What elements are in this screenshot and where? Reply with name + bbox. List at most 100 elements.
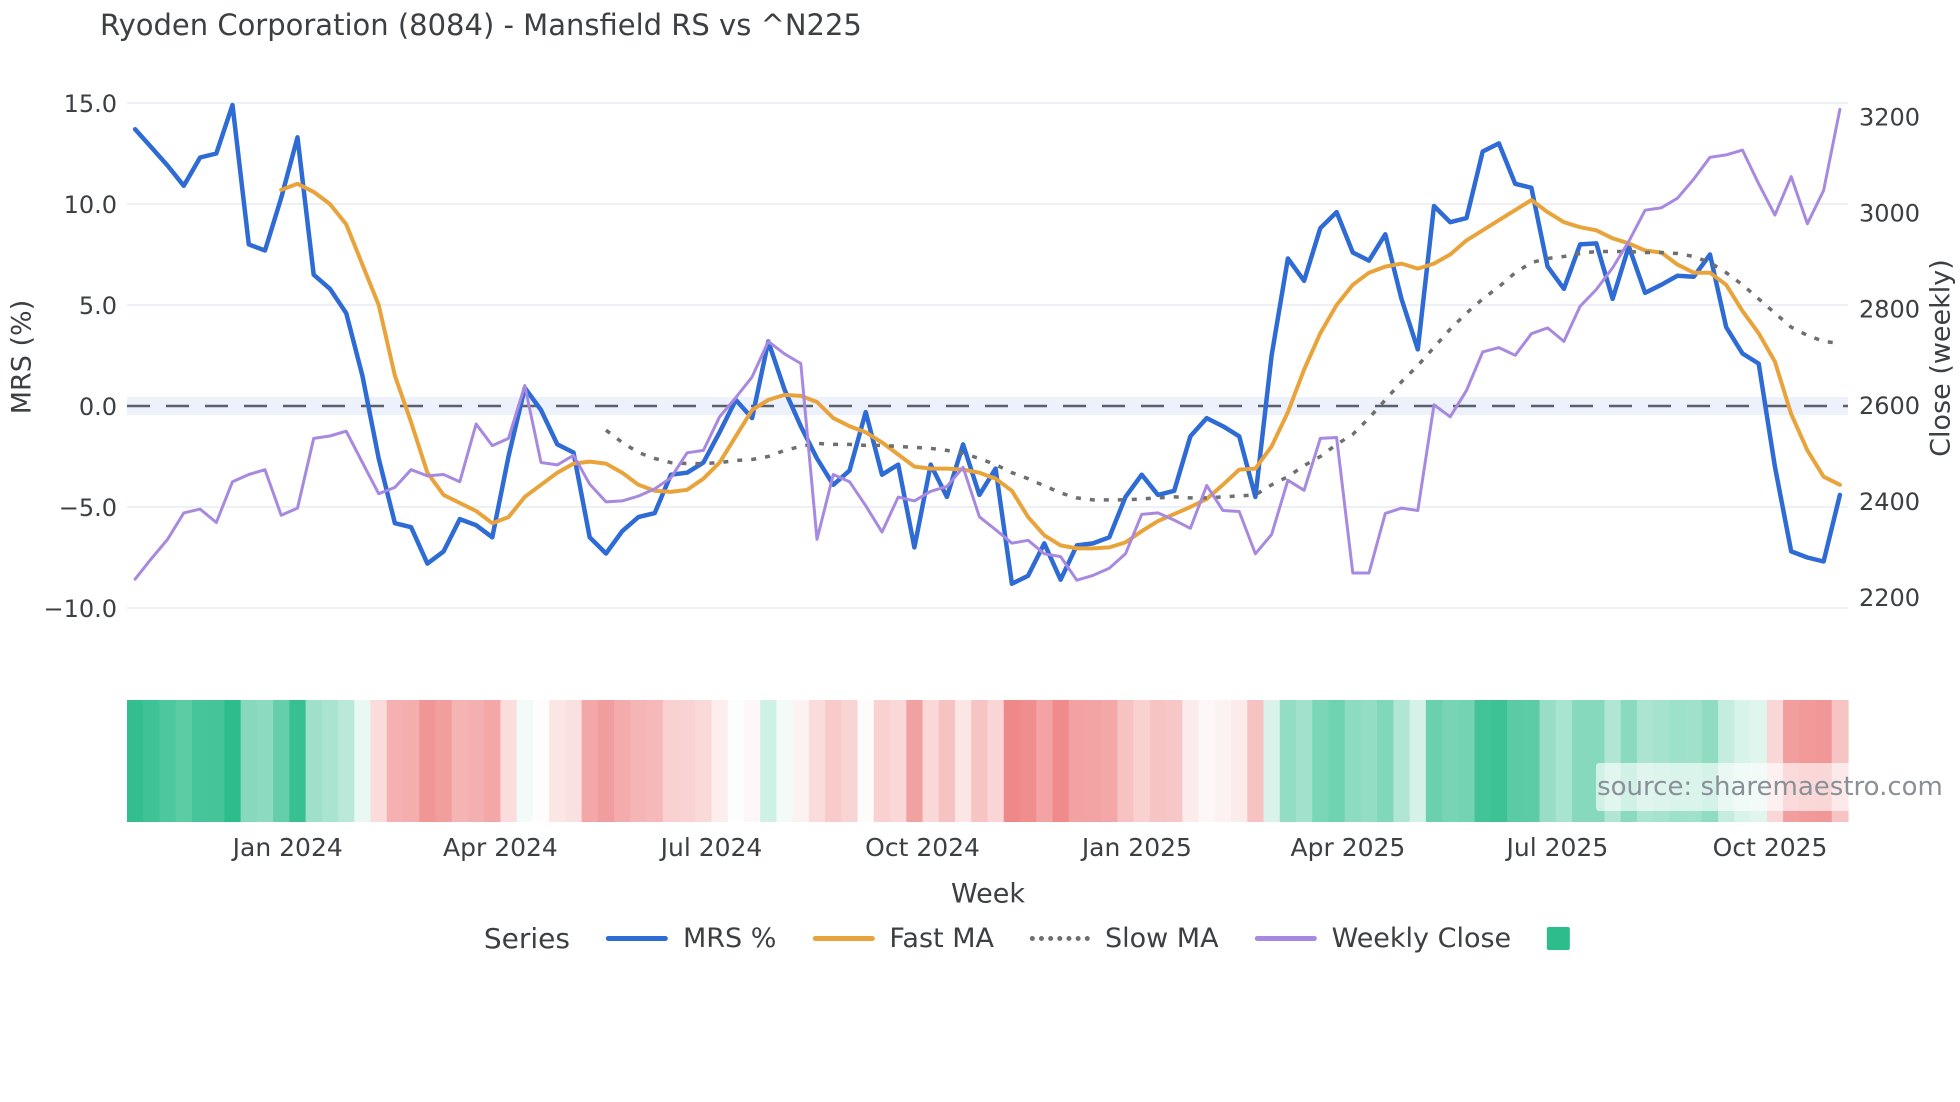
heatmap-cell [1263, 700, 1281, 822]
heatmap-cell [1474, 700, 1492, 822]
heatmap-cell [1198, 700, 1216, 822]
heatmap-cell [516, 700, 534, 822]
series-weekly-close [133, 107, 1842, 582]
y-right-tick: 3200 [1859, 104, 1920, 132]
y-axis-right-title: Close (weekly) [1925, 259, 1957, 457]
x-axis-title: Week [951, 878, 1025, 910]
heatmap-cell [1360, 700, 1378, 822]
line-swatch-icon [605, 936, 668, 941]
heatmap-cell [256, 700, 274, 822]
heatmap-cell [922, 700, 940, 822]
heatmap-cell [1328, 700, 1346, 822]
heatmap-cell [1539, 700, 1557, 822]
line-swatch-icon [1254, 936, 1317, 941]
heatmap-cell [1101, 700, 1118, 822]
legend-item-fast-ma[interactable]: Fast MA [812, 923, 994, 954]
heatmap-cell [549, 700, 566, 822]
heatmap-cell [1003, 700, 1021, 822]
legend-item-label: MRS % [682, 923, 777, 954]
heatmap-cell [971, 700, 989, 822]
heatmap-cell [338, 700, 355, 822]
y-right-tick: 2600 [1859, 392, 1920, 420]
heatmap-cell [614, 700, 631, 822]
heatmap-cell [776, 700, 794, 822]
heatmap-cell [711, 700, 729, 822]
legend: Series MRS % Fast MA Slow MA Weekly Close [484, 922, 1571, 955]
heatmap-cell [1458, 700, 1476, 822]
heatmap-cell [873, 700, 891, 822]
heatmap-cell [841, 700, 859, 822]
heatmap-cell [273, 700, 290, 822]
line-swatch-icon [812, 936, 875, 941]
heatmap-cell [1523, 700, 1541, 822]
heatmap-cell [890, 700, 907, 822]
heatmap-cell [1442, 700, 1459, 822]
heatmap-cell [1295, 700, 1313, 822]
x-tick: Oct 2025 [1713, 833, 1828, 862]
heatmap-cell [1019, 700, 1037, 822]
heatmap-cell [127, 700, 144, 822]
series-mrs- [132, 102, 1843, 587]
y-right-tick: 2200 [1859, 584, 1920, 612]
legend-item-slow-ma[interactable]: Slow MA [1029, 923, 1219, 954]
heatmap-cell [679, 700, 696, 822]
x-tick: Oct 2024 [865, 833, 980, 862]
heatmap-cell [159, 700, 177, 822]
legend-item-label: Slow MA [1104, 923, 1219, 954]
heatmap-cell [1393, 700, 1411, 822]
legend-item-mrs-[interactable]: MRS % [605, 923, 777, 954]
y-right-tick: 3000 [1859, 200, 1920, 228]
heatmap-cell [419, 700, 437, 822]
heatmap-cell [1377, 700, 1394, 822]
heatmap-cell [1247, 700, 1265, 822]
heatmap-cell [208, 700, 226, 822]
source-text: source: sharemaestro.com [1597, 772, 1943, 802]
heatmap-cell [938, 700, 956, 822]
heatmap-cell [630, 700, 648, 822]
y-left-tick: 5.0 [79, 292, 117, 320]
x-tick: Jan 2024 [231, 833, 343, 862]
legend-item-heatmap[interactable] [1547, 927, 1571, 950]
x-tick: Apr 2025 [1291, 833, 1406, 862]
heatmap-cell [1344, 700, 1362, 822]
heatmap-cell [500, 700, 518, 822]
heatmap-cell [1231, 700, 1248, 822]
heatmap-cell [695, 700, 713, 822]
heatmap-cell [1166, 700, 1183, 822]
heatmap-cell [321, 700, 339, 822]
heatmap-cell [354, 700, 372, 822]
page-title: Ryoden Corporation (8084) - Mansfield RS… [100, 8, 862, 42]
y-left-tick: 15.0 [64, 90, 117, 118]
heatmap-cell [1279, 700, 1297, 822]
y-axis-left-title: MRS (%) [6, 299, 38, 415]
heatmap-cell [597, 700, 615, 822]
heatmap-cell [1117, 700, 1135, 822]
heatmap-cell [191, 700, 209, 822]
y-left-tick: −10.0 [43, 595, 117, 623]
heatmap-cell [1036, 700, 1054, 822]
legend-item-label: Fast MA [889, 923, 994, 954]
heatmap-cell [1312, 700, 1330, 822]
series-fast-ma [279, 181, 1842, 551]
heatmap-cell [565, 700, 583, 822]
heatmap-cell [143, 700, 161, 822]
heatmap-cell [1149, 700, 1167, 822]
legend-item-weekly-close[interactable]: Weekly Close [1254, 923, 1511, 954]
heatmap-cell [646, 700, 664, 822]
heatmap-cell [240, 700, 258, 822]
heatmap-cell [1133, 700, 1151, 822]
heatmap-cell [857, 700, 875, 822]
heatmap-swatch-icon [1547, 927, 1571, 950]
heatmap-cell [792, 700, 810, 822]
heatmap-cell [532, 700, 550, 822]
heatmap-cell [1425, 700, 1443, 822]
heatmap-cell [403, 700, 420, 822]
heatmap-cell [808, 700, 826, 822]
heatmap-cell [305, 700, 323, 822]
heatmap-cell [451, 700, 469, 822]
heatmap-cell [1409, 700, 1427, 822]
heatmap-cell [435, 700, 453, 822]
heatmap-cell [1571, 700, 1589, 822]
y-right-tick: 2800 [1859, 296, 1920, 324]
